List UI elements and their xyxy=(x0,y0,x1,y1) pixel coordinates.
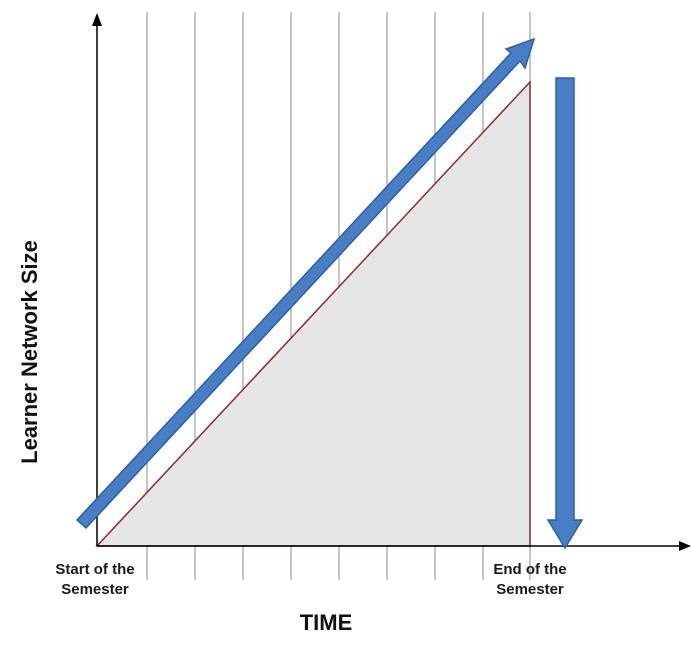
x-axis-title: TIME xyxy=(299,610,353,635)
y-axis-title: Learner Network Size xyxy=(17,240,42,464)
down-arrow-icon xyxy=(546,77,584,550)
end-of-semester-label: End of the Semester xyxy=(493,561,567,598)
diagonal-up-arrow-icon xyxy=(75,37,536,530)
x-axis-arrowhead-icon xyxy=(679,541,691,551)
growth-triangle xyxy=(95,80,531,547)
start-of-semester-label: Start of the Semester xyxy=(55,561,135,598)
y-axis-arrowhead-icon xyxy=(92,13,102,26)
